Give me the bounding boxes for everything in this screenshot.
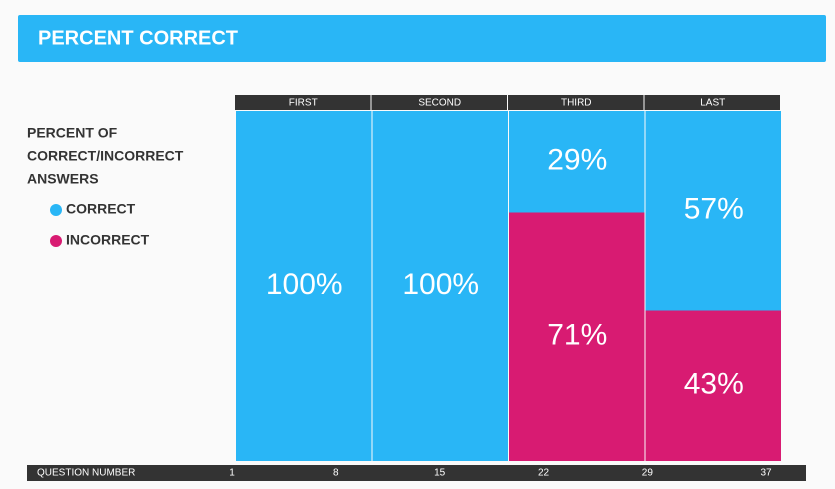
bar-segment xyxy=(372,111,508,461)
chart-title: PERCENT CORRECT xyxy=(38,27,238,49)
category-header xyxy=(371,95,507,110)
category-label: SECOND xyxy=(418,98,461,109)
legend-marker xyxy=(50,204,62,216)
legend-title: PERCENT OF xyxy=(27,125,118,141)
x-tick-label: 37 xyxy=(760,468,772,479)
value-label: 71% xyxy=(547,319,607,352)
category-label: THIRD xyxy=(561,98,592,109)
x-axis-label: QUESTION NUMBER xyxy=(37,468,135,479)
legend-title: ANSWERS xyxy=(27,171,99,187)
x-tick-label: 1 xyxy=(229,468,235,479)
value-label: 100% xyxy=(402,268,479,301)
value-label: 57% xyxy=(684,193,744,226)
x-axis-strip xyxy=(27,465,806,481)
category-header xyxy=(235,95,371,110)
x-tick-label: 15 xyxy=(434,468,446,479)
legend-title: CORRECT/INCORRECT xyxy=(27,148,184,164)
legend-marker xyxy=(50,235,62,247)
value-label: 100% xyxy=(266,268,343,301)
x-tick-label: 8 xyxy=(333,468,339,479)
x-tick-label: 29 xyxy=(642,468,654,479)
title-bar xyxy=(18,15,826,62)
category-label: LAST xyxy=(700,98,725,109)
x-tick-label: 22 xyxy=(538,468,550,479)
legend-label: INCORRECT xyxy=(66,232,150,248)
legend-label: CORRECT xyxy=(66,201,136,217)
bar-segment xyxy=(236,111,372,461)
bar-segment xyxy=(509,212,645,461)
value-label: 29% xyxy=(547,144,607,177)
bar-segment xyxy=(645,310,781,461)
bar-segment xyxy=(645,111,781,311)
category-header xyxy=(644,95,780,110)
bar-segment xyxy=(509,111,645,213)
value-label: 43% xyxy=(684,368,744,401)
category-label: FIRST xyxy=(289,98,318,109)
category-header xyxy=(508,95,644,110)
